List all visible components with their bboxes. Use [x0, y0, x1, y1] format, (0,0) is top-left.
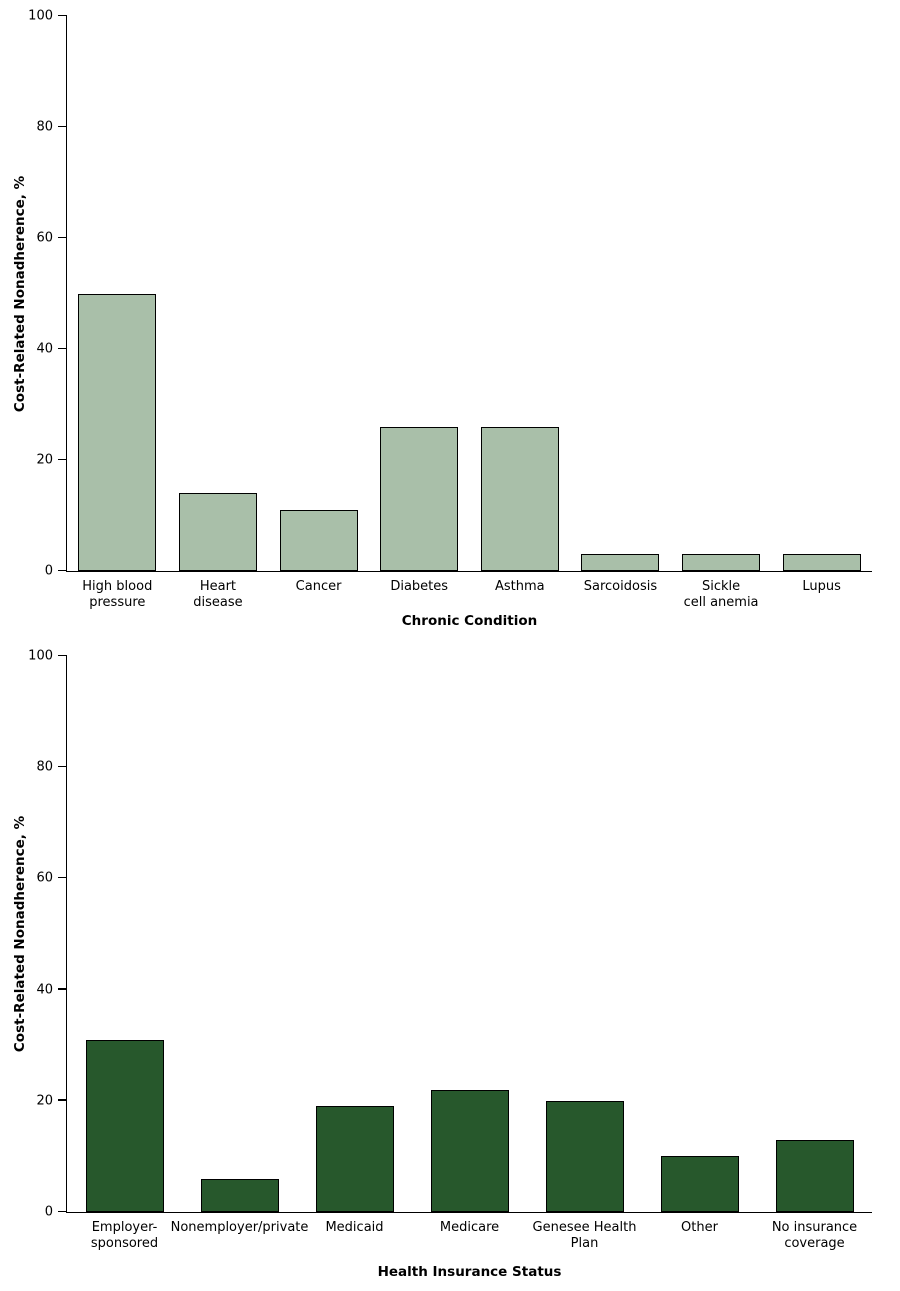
bar-medicare: [430, 1089, 509, 1212]
y-axis-tick-20: [58, 458, 67, 460]
x-axis-label-medicare: Medicare: [439, 1220, 500, 1235]
y-axis-tick-0: [58, 1210, 67, 1212]
y-axis-tick-label-0: 0: [44, 563, 53, 579]
y-axis-tick-80: [58, 765, 67, 768]
bar-lupus: [782, 554, 861, 571]
x-axis-label-employer-sponsored: Employer- sponsored: [90, 1220, 159, 1251]
bar-high-blood-pressure: [78, 293, 157, 571]
bar-asthma: [480, 426, 559, 571]
x-axis-label-no-insurance-coverage: No insurance coverage: [771, 1220, 858, 1251]
y-axis-title-column: Cost-Related Nonadherence, %: [10, 656, 30, 1212]
bar-no-insurance-coverage: [775, 1139, 854, 1212]
y-axis-tick-label-60: 60: [36, 870, 53, 886]
bar-heart-disease: [178, 493, 257, 571]
y-axis-tick-40: [58, 347, 67, 349]
x-axis-label-lupus: Lupus: [802, 579, 841, 594]
y-axis-tick-80: [58, 125, 67, 127]
x-axis-title: Health Insurance Status: [377, 1264, 562, 1280]
bar-sickle-cell-anemia: [682, 554, 761, 571]
y-axis-tick-label-100: 100: [28, 8, 53, 24]
bar-nonemployer-private: [200, 1178, 279, 1212]
y-axis-tick-label-20: 20: [36, 452, 53, 468]
y-axis-tick-0: [58, 569, 67, 571]
x-axis-label-nonemployer-private: Nonemployer/private: [170, 1220, 309, 1235]
bar-medicaid: [315, 1106, 394, 1212]
x-axis-label-cancer: Cancer: [295, 579, 342, 594]
y-axis-tick-label-60: 60: [36, 230, 53, 246]
y-axis-tick-label-40: 40: [36, 341, 53, 357]
bar-cancer: [279, 509, 358, 571]
y-axis-title: Cost-Related Nonadherence, %: [12, 175, 29, 412]
y-axis-tick-20: [58, 1099, 67, 1101]
x-axis-label-genesee-health-plan: Genesee Health Plan: [532, 1220, 637, 1251]
y-axis-title: Cost-Related Nonadherence, %: [12, 815, 29, 1053]
y-axis-tick-60: [58, 876, 67, 879]
bar-employer-sponsored: [85, 1039, 164, 1212]
y-axis-tick-40: [58, 988, 67, 990]
y-axis-tick-label-80: 80: [36, 759, 53, 775]
x-axis-label-high-blood-pressure: High blood pressure: [82, 579, 153, 610]
bar-sarcoidosis: [581, 554, 660, 571]
y-axis-tick-60: [58, 236, 67, 238]
x-axis-label-heart-disease: Heart disease: [193, 579, 243, 610]
bar-diabetes: [380, 426, 459, 571]
bar-other: [660, 1156, 739, 1212]
chronic-condition-plot-area: Cost-Related Nonadherence, % Chronic Con…: [12, 10, 872, 629]
y-axis-tick-label-100: 100: [28, 648, 53, 664]
bar-genesee-health-plan: [545, 1100, 624, 1212]
x-axis-title: Chronic Condition: [401, 613, 538, 629]
y-axis-tick-100: [58, 654, 67, 656]
y-axis-title-column: Cost-Related Nonadherence, %: [10, 16, 30, 571]
x-axis-label-medicaid: Medicaid: [325, 1220, 384, 1235]
y-axis-tick-label-0: 0: [44, 1204, 53, 1220]
y-axis-tick-label-40: 40: [36, 982, 53, 998]
x-axis-label-sarcoidosis: Sarcoidosis: [583, 579, 658, 594]
x-axis-label-asthma: Asthma: [494, 579, 545, 594]
x-axis-label-other: Other: [681, 1220, 718, 1235]
insurance-status-plot-area: Cost-Related Nonadherence, % Health Insu…: [12, 650, 872, 1280]
x-axis-label-diabetes: Diabetes: [390, 579, 449, 594]
x-axis-label-sickle-cell-anemia: Sickle cell anemia: [683, 579, 759, 610]
y-axis-tick-100: [58, 14, 67, 16]
y-axis-tick-label-20: 20: [36, 1093, 53, 1109]
y-axis-tick-label-80: 80: [36, 119, 53, 135]
